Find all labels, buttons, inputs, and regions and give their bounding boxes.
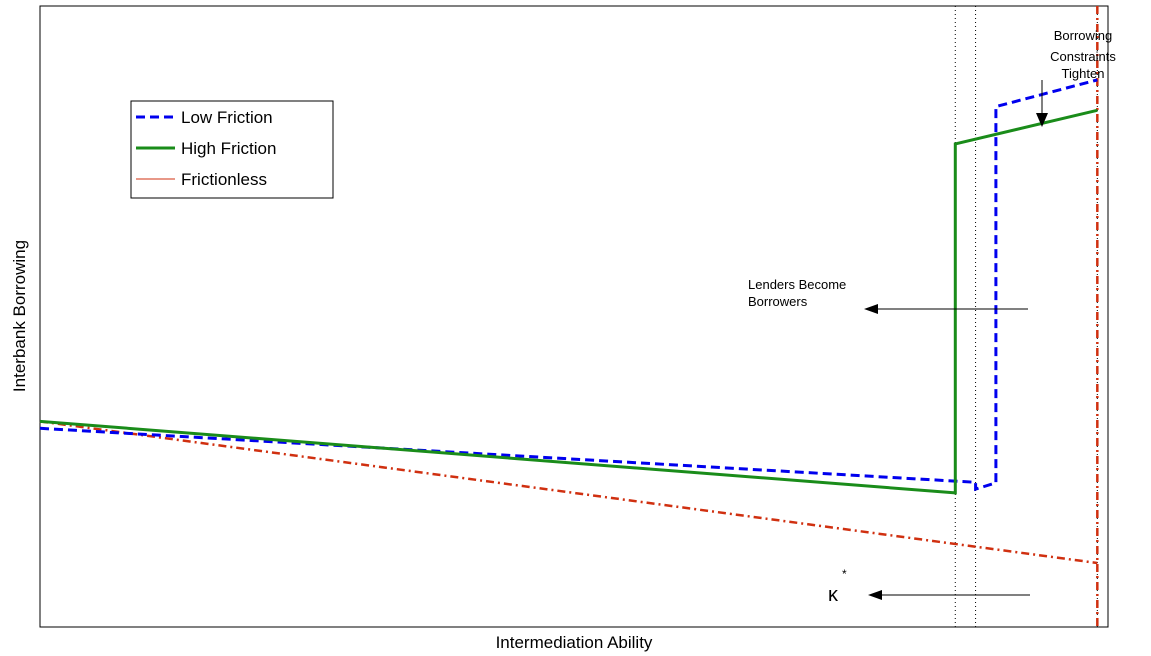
legend-label-frictionless: Frictionless <box>181 170 267 189</box>
annotation-lenders: Lenders Become Borrowers <box>748 277 1028 314</box>
annotation-lenders-line2: Borrowers <box>748 294 808 309</box>
annotation-constraints-line2: Constraints <box>1050 49 1116 64</box>
annotation-kappa: κ * <box>828 567 1030 606</box>
y-axis-label: Interbank Borrowing <box>10 240 29 392</box>
legend: Low Friction High Friction Frictionless <box>130 100 334 199</box>
annotation-constraints: Borrowing Constraints Tighten <box>1036 28 1116 127</box>
series-line-high-friction <box>39 108 1098 495</box>
annotation-kappa-arrow-head <box>868 590 882 600</box>
x-axis-label: Intermediation Ability <box>496 633 653 652</box>
annotation-constraints-line1: Borrowing <box>1054 28 1113 43</box>
kappa-symbol: κ <box>828 584 839 606</box>
series-layer <box>39 78 1098 565</box>
series-line-frictionless <box>39 420 1098 565</box>
annotation-lenders-arrow-head <box>864 304 878 314</box>
vertical-markers <box>954 6 1099 627</box>
legend-label-low-friction: Low Friction <box>181 108 273 127</box>
annotation-constraints-line3: Tighten <box>1062 66 1105 81</box>
annotation-constraints-arrow-head <box>1036 113 1048 127</box>
series-line-low-friction <box>39 78 1098 492</box>
legend-label-high-friction: High Friction <box>181 139 276 158</box>
annotation-lenders-line1: Lenders Become <box>748 277 846 292</box>
kappa-superscript: * <box>842 567 847 581</box>
plot-frame <box>39 5 1109 628</box>
